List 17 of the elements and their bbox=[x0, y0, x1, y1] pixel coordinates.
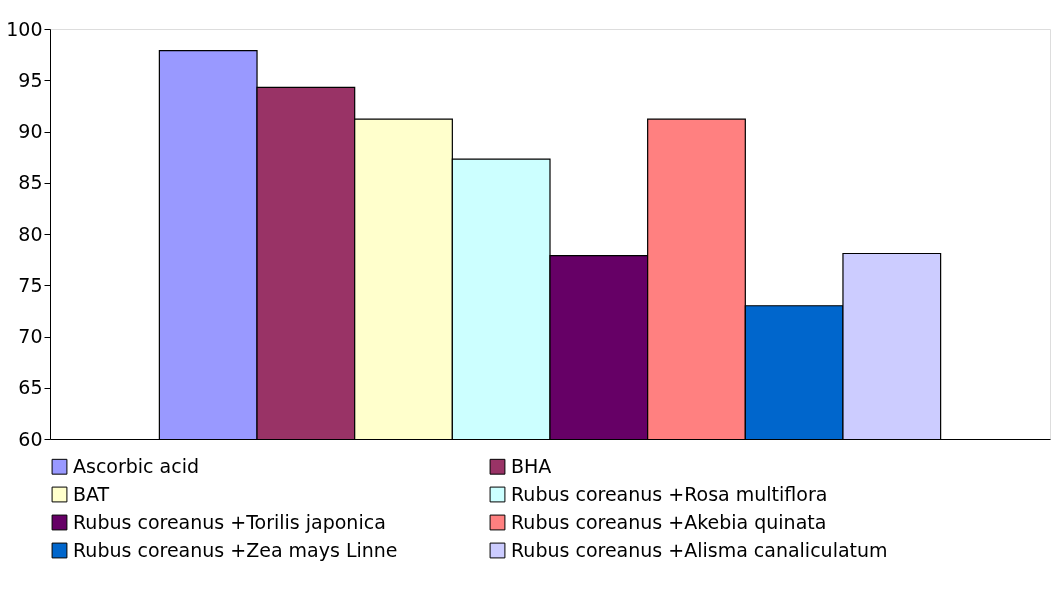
legend-label: Rubus coreanus +Torilis japonica bbox=[73, 510, 386, 533]
y-tick-label: 65 bbox=[18, 376, 43, 399]
y-tick-label: 60 bbox=[18, 427, 43, 450]
y-tick-label: 100 bbox=[6, 17, 43, 40]
y-tick-label: 90 bbox=[18, 120, 43, 142]
legend-label: BHA bbox=[511, 454, 552, 477]
y-tick-label: 95 bbox=[18, 68, 43, 91]
legend-label: Ascorbic acid bbox=[73, 454, 200, 477]
y-tick-label: 70 bbox=[18, 325, 43, 347]
legend-label: Rubus coreanus +Alisma canaliculatum bbox=[511, 538, 888, 561]
legend-label: BAT bbox=[73, 482, 110, 505]
y-tick-label: 85 bbox=[18, 171, 43, 194]
legend-label: Rubus coreanus +Zea mays Linne bbox=[73, 538, 398, 561]
y-tick-label: 75 bbox=[18, 273, 43, 296]
legend-label: Rubus coreanus +Akebia quinata bbox=[511, 510, 827, 533]
legend-label: Rubus coreanus +Rosa multiflora bbox=[511, 482, 828, 505]
y-tick-label: 80 bbox=[18, 222, 43, 245]
